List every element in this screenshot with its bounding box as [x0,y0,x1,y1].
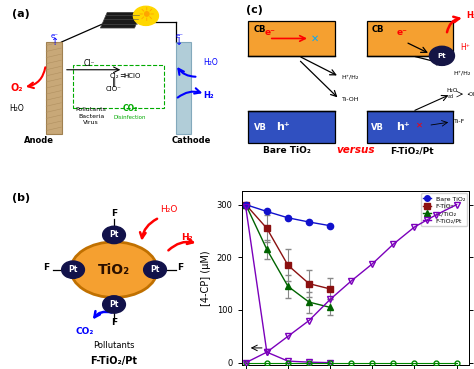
Text: h⁺: h⁺ [276,122,290,132]
Text: F: F [111,318,117,327]
Text: CB: CB [371,25,384,34]
Text: H₂: H₂ [466,11,474,20]
Text: e⁻: e⁻ [176,34,184,39]
FancyBboxPatch shape [248,111,335,143]
Text: CB: CB [254,25,266,34]
Ellipse shape [71,242,157,297]
Circle shape [133,6,158,25]
Text: •OH: •OH [466,92,474,97]
Text: O₂: O₂ [10,83,23,93]
Text: e⁻: e⁻ [264,28,275,37]
Text: Bacteria: Bacteria [78,114,104,118]
Text: Disinfection: Disinfection [114,115,146,120]
Polygon shape [100,13,141,28]
Text: H₂O: H₂O [9,104,24,114]
Text: Bare TiO₂: Bare TiO₂ [263,146,311,155]
Text: F-TiO₂/Pt: F-TiO₂/Pt [391,146,434,155]
Text: TiO₂: TiO₂ [98,263,130,277]
Text: (a): (a) [11,9,29,19]
Text: Cathode: Cathode [172,136,211,145]
Text: Anode: Anode [24,136,54,145]
FancyBboxPatch shape [175,42,191,134]
Y-axis label: [4-CP] (μM): [4-CP] (μM) [201,251,211,306]
Text: Pt: Pt [109,230,118,239]
Text: CO₂: CO₂ [122,104,138,114]
Circle shape [144,261,166,278]
Text: ✕: ✕ [310,34,319,44]
FancyBboxPatch shape [248,21,335,56]
Text: H⁺/H₂: H⁺/H₂ [342,74,359,79]
Text: Ti-F: Ti-F [455,120,466,124]
Text: ✕: ✕ [416,121,423,130]
Circle shape [62,261,84,278]
Text: Virus: Virus [83,120,99,125]
Text: ClO⁻: ClO⁻ [106,86,122,92]
Text: VB: VB [254,123,267,132]
Text: VB: VB [371,123,384,132]
Text: ↓: ↓ [175,37,183,47]
Text: Pt: Pt [150,265,160,274]
Text: H₂O: H₂O [160,205,177,214]
Text: Ti-OH: Ti-OH [342,97,359,102]
Text: ‖: ‖ [112,77,116,87]
FancyBboxPatch shape [367,21,453,56]
Text: ☀: ☀ [137,6,155,25]
Text: ↑: ↑ [51,37,59,46]
Text: Pt: Pt [68,265,78,274]
Circle shape [103,226,126,244]
Text: Pt: Pt [438,53,446,59]
Text: F: F [43,263,49,272]
Text: h⁺: h⁺ [396,122,410,132]
Text: =: = [119,72,125,80]
Text: F-TiO₂/Pt: F-TiO₂/Pt [91,356,137,366]
Text: ad: ad [447,94,454,99]
Text: H₂O: H₂O [203,58,218,66]
Text: e⁻: e⁻ [396,28,407,37]
Text: Cl⁻: Cl⁻ [83,59,95,68]
Text: H⁺: H⁺ [460,43,470,52]
Text: Cl₂: Cl₂ [109,73,119,79]
Text: F: F [177,263,183,272]
Text: H⁺/H₂: H⁺/H₂ [453,71,471,76]
Text: Pollutants: Pollutants [93,341,135,350]
Legend: Bare TiO₂, F-TiO₂, Pt/TiO₂, F-TiO₂/Pt: Bare TiO₂, F-TiO₂, Pt/TiO₂, F-TiO₂/Pt [420,193,467,226]
Text: H₂: H₂ [181,233,193,242]
FancyBboxPatch shape [46,42,62,134]
Text: HClO: HClO [124,73,141,79]
Text: CO₂: CO₂ [75,327,94,336]
Text: F: F [111,209,117,218]
Text: versus: versus [336,145,374,155]
Text: (b): (b) [11,193,30,203]
Text: (c): (c) [246,6,263,15]
Circle shape [103,296,126,313]
FancyBboxPatch shape [367,111,453,143]
Text: Pt: Pt [109,300,118,309]
Text: e⁻: e⁻ [51,34,59,39]
Text: Pollutants: Pollutants [76,107,107,113]
Text: H₂O: H₂O [447,88,458,93]
Circle shape [429,46,455,65]
Text: H₂: H₂ [203,90,213,100]
